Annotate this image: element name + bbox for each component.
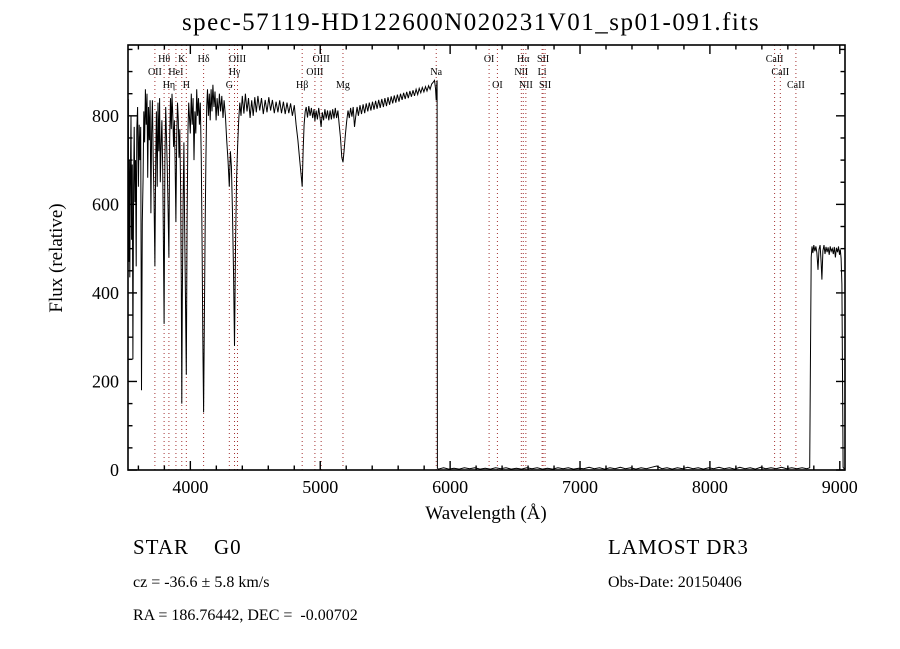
x-tick-label: 8000 (692, 477, 728, 497)
spectral-line-label: CaII (766, 54, 784, 65)
spectral-line-label: CaII (771, 67, 789, 78)
spectral-line-label: Li (538, 67, 547, 78)
spectral-line-label: G (226, 80, 233, 91)
spectral-line-label: HeI (168, 67, 183, 78)
x-tick-label: 6000 (432, 477, 468, 497)
spectral-line-label: OI (484, 54, 495, 65)
cz-velocity-text: cz = -36.6 ± 5.8 km/s (133, 574, 269, 591)
chart-title: spec-57119-HD122600N020231V01_sp01-091.f… (182, 9, 760, 36)
spectral-line-label: Hα (517, 54, 530, 65)
y-tick-label: 600 (92, 194, 119, 214)
spectral-line-label: Hδ (198, 54, 210, 65)
spectral-line-label: SII (537, 54, 549, 65)
spectral-line-label: CaII (787, 80, 805, 91)
spectral-line-label: Hβ (296, 80, 308, 91)
spectral-line-label: H (183, 80, 190, 91)
spectral-line-label: OI (492, 80, 503, 91)
y-tick-label: 0 (110, 460, 119, 480)
spectral-line-label: Hγ (229, 67, 241, 78)
spectral-line-label: OIII (229, 54, 246, 65)
x-tick-label: 4000 (172, 477, 208, 497)
spectral-line-label: OII (148, 67, 162, 78)
classification-text: STAR G0 (133, 535, 242, 559)
spectral-line-label: Mg (336, 80, 350, 91)
spectral-line-label: Na (430, 67, 442, 78)
obs-date-text: Obs-Date: 20150406 (608, 574, 742, 591)
x-tick-label: 9000 (822, 477, 858, 497)
spectral-line-label: Hη (163, 80, 175, 91)
spectral-line-label: Hθ (158, 54, 170, 65)
plot-frame (127, 44, 846, 471)
y-tick-label: 800 (92, 106, 119, 126)
y-axis-label: Flux (relative) (46, 203, 67, 312)
spectral-line-label: NII (514, 67, 528, 78)
spectrum-series (127, 79, 845, 470)
spectrum-polyline (127, 79, 845, 470)
x-tick-label: 5000 (302, 477, 338, 497)
x-tick-label: 7000 (562, 477, 598, 497)
spectral-line-label: OIII (306, 67, 323, 78)
tick-marks: 4000 5000 6000 7000 8000 9000 0 200 400 600 800 (92, 45, 858, 497)
ra-dec-text: RA = 186.76442, DEC = -0.00702 (133, 607, 358, 624)
survey-release-text: LAMOST DR3 (608, 535, 749, 559)
x-axis-label: Wavelength (Å) (425, 503, 546, 524)
spectral-line-label: K (178, 54, 186, 65)
spectral-line-label: NII (519, 80, 533, 91)
y-tick-label: 400 (92, 283, 119, 303)
axes: 4000 5000 6000 7000 8000 9000 0 200 400 600 800 (92, 44, 858, 497)
y-tick-label: 200 (92, 371, 119, 391)
spectral-line-markers: OII Hθ Hη HeI K H Hδ G Hγ OIII Hβ OIII OIII Mg Na OI OI N… (148, 45, 805, 470)
spectral-line-label: OIII (313, 54, 330, 65)
spectral-line-label: SII (539, 80, 551, 91)
